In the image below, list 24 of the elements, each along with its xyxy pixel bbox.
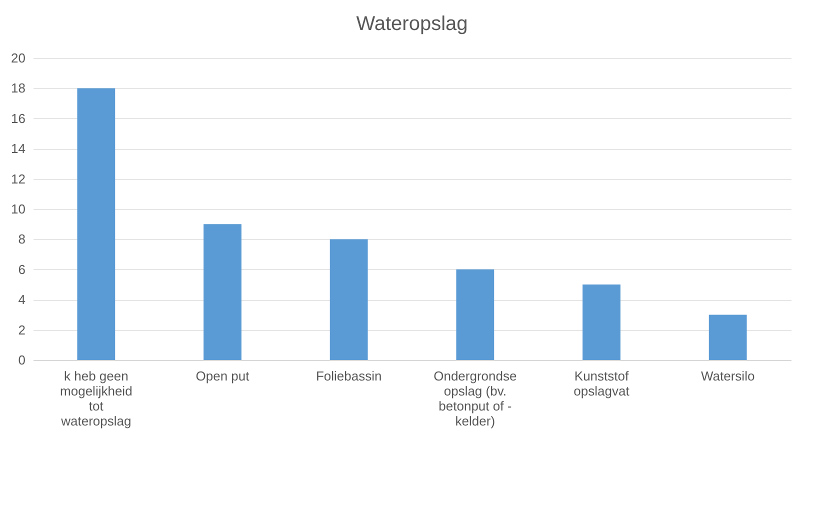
bar xyxy=(456,269,494,360)
x-tick-label: Ondergrondse opslag (bv. betonput of - kelder) xyxy=(434,368,517,428)
x-tick-label: Kunststof opslagvat xyxy=(574,368,630,398)
chart-title: Wateropslag xyxy=(356,13,468,35)
y-tick-label: 6 xyxy=(18,262,26,277)
x-tick-label: Foliebassin xyxy=(316,368,382,384)
y-tick-label: 14 xyxy=(11,141,26,156)
y-tick-label: 20 xyxy=(11,50,26,66)
x-tick-label: k heb geen mogelijkheid tot wateropslag xyxy=(60,368,132,428)
y-tick-label: 12 xyxy=(11,171,26,186)
bar xyxy=(708,314,747,360)
bar xyxy=(77,88,116,360)
y-tick-label: 4 xyxy=(18,292,26,308)
bar xyxy=(582,284,620,360)
y-tick-label: 8 xyxy=(18,232,26,247)
y-tick-label: 18 xyxy=(11,80,26,96)
x-tick-label: Watersilo xyxy=(700,368,755,384)
bar xyxy=(330,239,368,360)
y-tick-label: 16 xyxy=(11,110,26,126)
bar xyxy=(204,224,242,360)
y-tick-label: 0 xyxy=(18,352,26,368)
y-tick-label: 2 xyxy=(18,322,26,338)
y-tick-label: 10 xyxy=(11,202,26,216)
x-tick-label: Open put xyxy=(196,368,250,384)
